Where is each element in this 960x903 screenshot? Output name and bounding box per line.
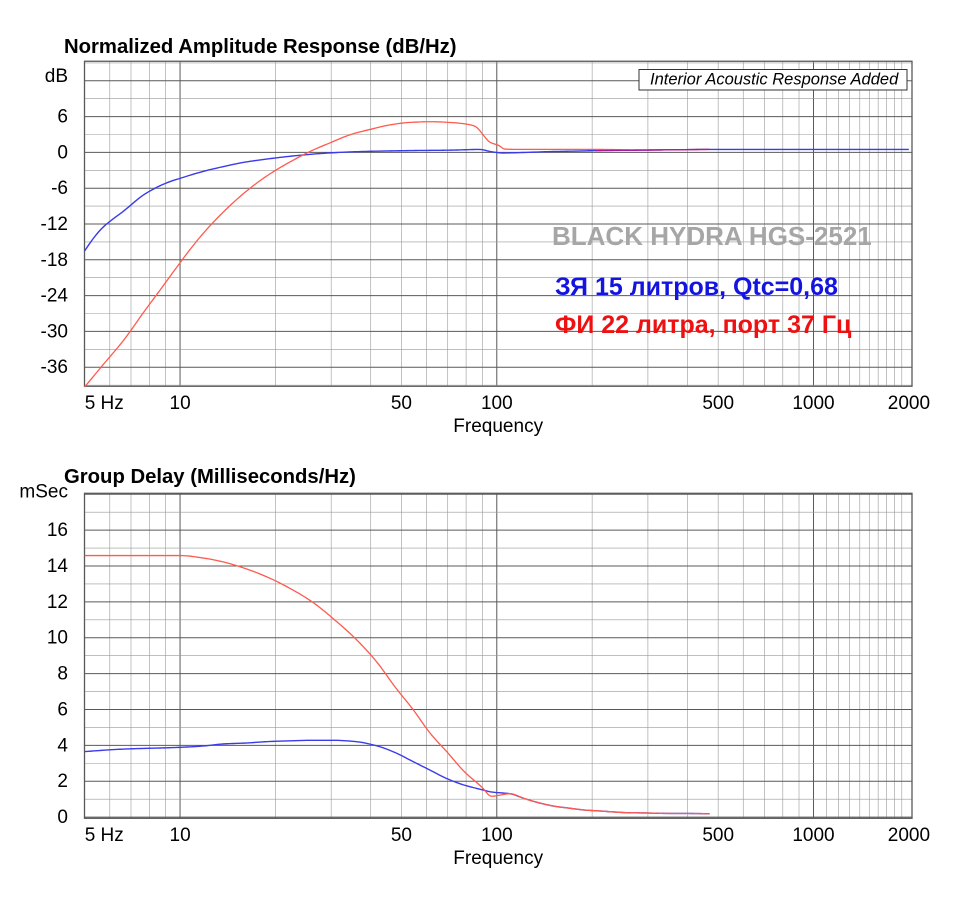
- svg-text:-30: -30: [41, 321, 68, 342]
- svg-text:500: 500: [702, 393, 734, 414]
- svg-text:Group Delay (Milliseconds/Hz): Group Delay (Milliseconds/Hz): [64, 466, 356, 488]
- svg-text:16: 16: [47, 520, 68, 541]
- svg-text:50: 50: [391, 825, 412, 846]
- svg-text:100: 100: [481, 825, 513, 846]
- svg-text:2000: 2000: [888, 393, 930, 414]
- svg-text:0: 0: [57, 142, 68, 163]
- svg-text:10: 10: [170, 393, 191, 414]
- svg-text:-12: -12: [41, 214, 68, 235]
- svg-text:12: 12: [47, 592, 68, 613]
- svg-text:Frequency: Frequency: [453, 416, 543, 437]
- svg-text:500: 500: [702, 825, 734, 846]
- svg-text:6: 6: [57, 700, 68, 721]
- svg-text:Normalized Amplitude Response: Normalized Amplitude Response (dB/Hz): [64, 36, 457, 58]
- svg-text:-6: -6: [51, 178, 68, 199]
- svg-text:14: 14: [47, 556, 69, 577]
- svg-text:BLACK HYDRA HGS-2521: BLACK HYDRA HGS-2521: [552, 221, 872, 251]
- svg-text:2000: 2000: [888, 825, 930, 846]
- svg-text:-18: -18: [41, 250, 68, 271]
- svg-text:ЗЯ 15 литров, Qtc=0,68: ЗЯ 15 литров, Qtc=0,68: [555, 273, 838, 301]
- svg-text:5 Hz: 5 Hz: [85, 393, 124, 414]
- svg-text:2: 2: [57, 771, 68, 792]
- svg-text:Interior Acoustic Response Add: Interior Acoustic Response Added: [650, 71, 899, 89]
- svg-text:-24: -24: [41, 286, 69, 307]
- svg-text:1000: 1000: [792, 393, 834, 414]
- svg-text:10: 10: [170, 825, 191, 846]
- svg-text:6: 6: [57, 107, 68, 128]
- svg-text:10: 10: [47, 628, 68, 649]
- svg-text:ФИ 22 литра, порт 37 Гц: ФИ 22 литра, порт 37 Гц: [555, 311, 852, 339]
- svg-text:mSec: mSec: [19, 482, 68, 503]
- svg-text:5 Hz: 5 Hz: [85, 825, 124, 846]
- svg-text:Frequency: Frequency: [453, 848, 543, 869]
- svg-text:50: 50: [391, 393, 412, 414]
- svg-text:0: 0: [57, 807, 68, 828]
- svg-text:100: 100: [481, 393, 513, 414]
- svg-text:dB: dB: [45, 66, 68, 87]
- svg-text:-36: -36: [41, 357, 68, 378]
- svg-text:8: 8: [57, 664, 68, 685]
- svg-text:1000: 1000: [792, 825, 834, 846]
- svg-text:4: 4: [57, 735, 68, 756]
